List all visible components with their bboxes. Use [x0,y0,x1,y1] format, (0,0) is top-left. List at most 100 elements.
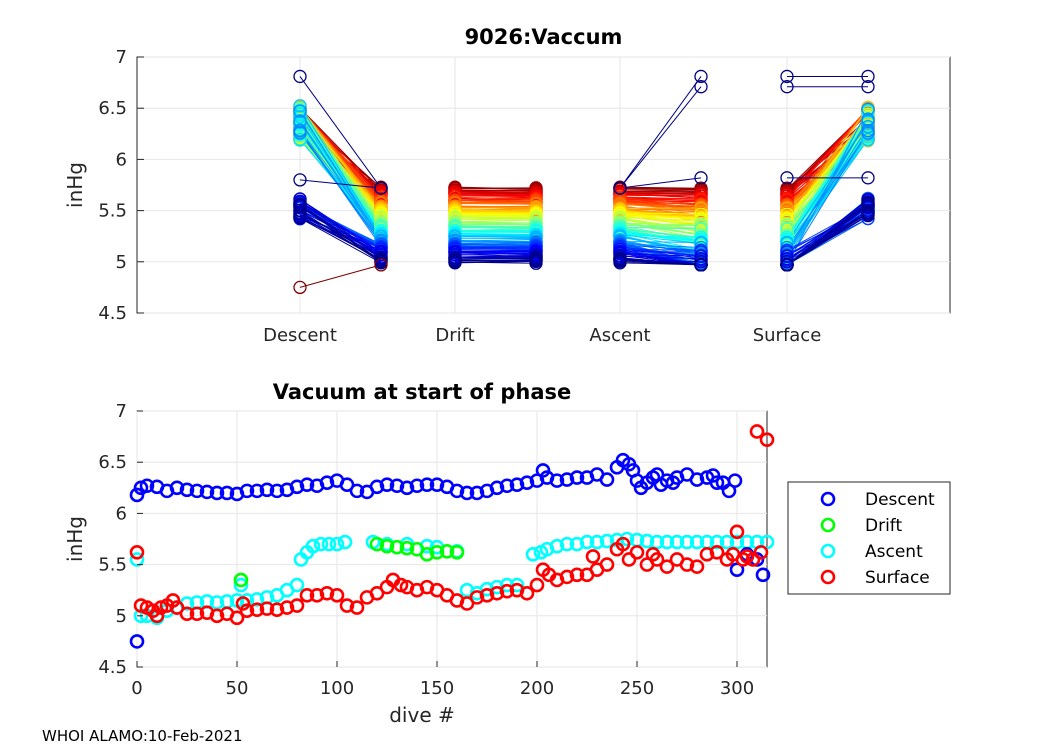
scatter-x-ticks: 0 50 100 150 200 250 300 [131,661,754,699]
scatter-point-ascent [305,538,321,554]
scatter-point-surface [239,603,255,618]
scatter-point-descent [139,478,155,494]
scatter-legend: Descent Drift Ascent Surface [787,481,951,595]
scatter-point-descent [559,472,575,487]
scatter-point-surface [529,577,545,593]
scatter-point-descent [269,483,285,499]
scatter-point-surface [585,549,601,564]
scatter-point-surface [259,601,275,616]
phase-dive-line [454,200,537,203]
phase-end-marker [529,252,543,267]
scatter-x-tick-label: 50 [226,678,249,699]
legend-label-surface: Surface [865,568,930,588]
phase-dive-line [619,190,702,193]
phase-y-tick-label: 5 [116,252,127,273]
phase-dive-line-outlier [299,179,382,189]
legend-label-ascent: Ascent [865,542,923,562]
scatter-point-surface [329,588,345,603]
phase-start-marker-outlier [780,171,794,185]
phase-dive-line [454,254,537,258]
scatter-y-tick-label: 5.5 [98,555,127,576]
scatter-point-surface [499,583,515,599]
phase-start-marker [293,104,307,118]
phase-dive-line [299,132,382,244]
phase-dive-line [299,204,382,262]
phase-end-marker [694,230,708,244]
scatter-point-surface [729,524,745,540]
phase-dive-line [454,243,537,246]
phase-dive-lines [299,75,869,288]
scatter-point-descent [349,483,365,499]
scatter-point-ascent [729,534,745,550]
scatter-point-descent [489,480,505,496]
scatter-point-ascent [129,552,145,567]
scatter-x-tick-label: 0 [131,678,142,699]
phase-start-marker [780,227,794,241]
scatter-point-surface [745,552,761,567]
phase-dive-line [619,192,702,195]
phase-dive-line [299,106,382,223]
phase-dive-line [619,201,702,208]
phase-y-tick-label: 6.5 [98,98,127,119]
phase-dive-line [619,240,702,243]
phase-dive-line [619,197,702,205]
phase-start-marker-outlier [613,181,627,195]
phase-dive-line [454,217,537,220]
scatter-point-ascent [509,577,525,593]
scatter-point-surface [339,598,355,613]
phase-dive-line [454,246,537,249]
scatter-point-descent [755,567,771,583]
scatter-point-descent [179,482,195,498]
phase-dive-line [454,231,537,235]
scatter-point-surface [629,545,645,560]
scatter-point-ascent [313,536,329,552]
scatter-point-surface [649,552,665,567]
phase-end-marker-outlier [374,181,388,195]
scatter-point-descent [199,484,215,500]
phase-x-tick-label: Descent [263,325,337,346]
scatter-point-ascent [549,538,565,554]
phase-dive-line [619,217,702,233]
phase-start-marker [613,256,627,270]
phase-dive-line [619,224,702,229]
phase-line-chart: 4.5 5 5.5 6 6.5 7 Descent Drift Ascent Surface 9… [63,25,951,346]
phase-dive-line [299,205,382,263]
phase-dive-line [619,196,702,200]
phase-dive-line [619,242,702,249]
scatter-point-surface [749,424,765,439]
phase-end-marker [861,200,875,214]
scatter-y-tick-label: 4.5 [98,657,127,678]
scatter-point-descent [259,482,275,498]
phase-dive-line [299,198,382,258]
phase-dive-line [454,258,537,262]
phase-dive-line [786,201,869,266]
scatter-x-tick-label: 250 [620,678,654,699]
scatter-point-ascent [709,534,725,550]
phase-dive-line [299,198,382,253]
phase-dive-line [454,195,537,198]
legend-box [787,481,951,595]
phase-dive-line [454,241,537,245]
phase-dive-line [299,121,382,243]
phase-start-marker [613,253,627,267]
scatter-point-ascent [249,592,265,607]
scatter-point-descent [449,483,465,499]
scatter-point-ascent [321,536,337,552]
phase-end-marker [694,214,708,228]
phase-dive-line-outlier [299,264,382,288]
phase-dive-line [454,209,537,212]
scatter-y-tick-label: 6.5 [98,452,127,473]
scatter-y-tick-label: 7 [116,401,127,422]
scatter-point-surface [279,600,295,615]
scatter-point-descent [239,483,255,499]
phase-end-marker [861,102,875,116]
scatter-point-surface [249,602,265,617]
phase-dive-line [454,191,537,194]
phase-end-marker [694,255,708,269]
phase-start-marker [293,99,307,113]
scatter-point-descent [369,479,385,495]
scatter-point-drift [389,539,405,555]
phase-dive-line [619,193,702,199]
scatter-point-surface [479,588,495,603]
phase-dive-line [299,212,382,258]
